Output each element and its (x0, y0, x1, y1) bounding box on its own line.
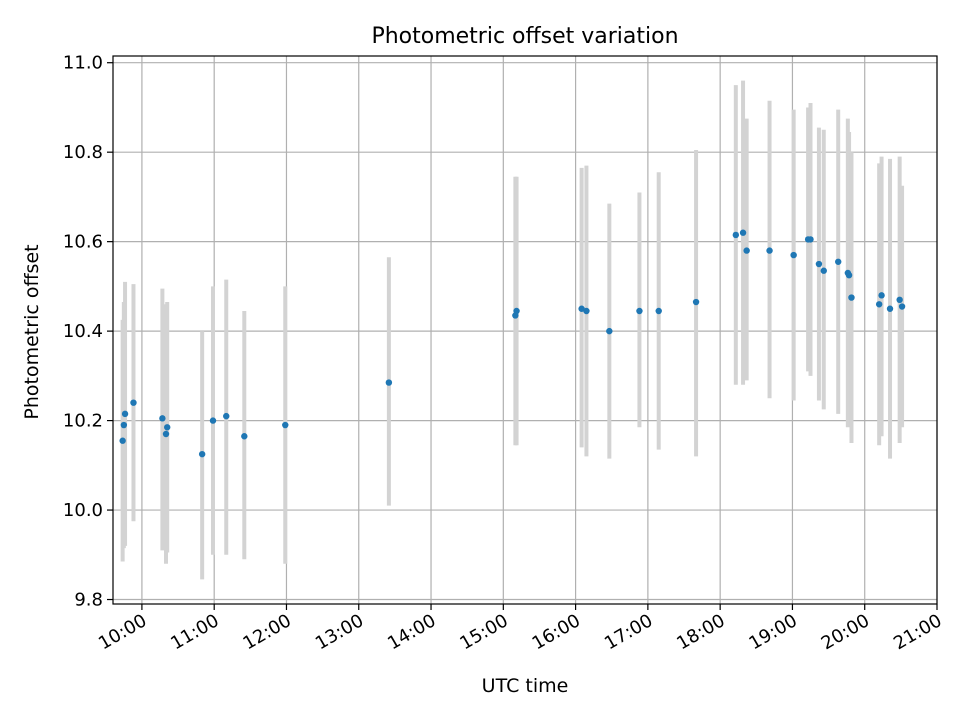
data-point (807, 236, 814, 243)
data-point (898, 303, 906, 310)
data-point (896, 296, 903, 304)
y-tick-label: 10.2 (63, 411, 103, 432)
data-point (886, 305, 894, 312)
data-point (513, 307, 520, 315)
data-point (198, 450, 206, 458)
data-point (583, 307, 590, 315)
y-tick-label: 10.8 (63, 142, 103, 163)
data-point (162, 430, 170, 438)
y-tick-label: 10.4 (63, 321, 103, 342)
data-point (606, 327, 613, 335)
data-point (120, 421, 128, 429)
data-point (385, 379, 393, 386)
data-point (164, 424, 171, 431)
x-axis-label: UTC time (482, 675, 569, 697)
data-point (835, 258, 842, 265)
data-point (820, 267, 827, 274)
data-point (848, 294, 855, 301)
data-point (732, 231, 740, 239)
data-point (875, 301, 883, 308)
data-point (766, 247, 773, 254)
data-point (790, 251, 797, 259)
y-tick-label: 11.0 (63, 53, 103, 74)
data-point (121, 410, 129, 418)
data-point (209, 417, 217, 424)
y-axis-label: Photometric offset (21, 244, 43, 419)
data-point (878, 292, 885, 299)
data-point (130, 399, 137, 406)
data-point (845, 272, 853, 279)
data-point (655, 307, 662, 315)
data-point (739, 229, 747, 236)
data-point (578, 305, 585, 312)
y-tick-label: 10.6 (63, 232, 103, 253)
plot-frame (112, 55, 938, 605)
chart-title: Photometric offset variation (371, 24, 678, 49)
data-point (815, 260, 823, 268)
data-point (223, 412, 230, 420)
y-tick-label: 9.8 (74, 590, 103, 611)
y-tick-label: 10.0 (63, 500, 103, 521)
data-points (119, 229, 906, 458)
data-point (241, 433, 248, 440)
data-point (692, 298, 700, 306)
data-point (282, 421, 289, 429)
data-point (743, 247, 750, 254)
data-point (159, 415, 166, 422)
data-point (119, 437, 126, 444)
data-point (636, 307, 643, 315)
